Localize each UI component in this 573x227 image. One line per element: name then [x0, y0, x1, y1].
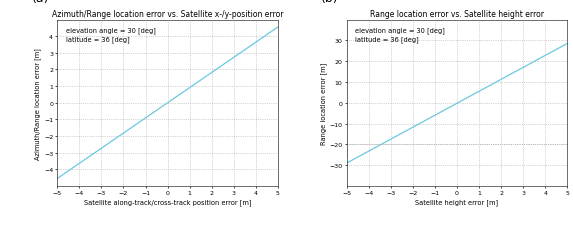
Title: Range location error vs. Satellite height error: Range location error vs. Satellite heigh… — [370, 10, 544, 19]
Text: (b): (b) — [321, 0, 339, 5]
Text: (a): (a) — [32, 0, 49, 5]
X-axis label: Satellite height error [m]: Satellite height error [m] — [415, 198, 499, 205]
Y-axis label: Azimuth/Range location error [m]: Azimuth/Range location error [m] — [34, 48, 41, 159]
Text: elevation angle = 30 [deg]
latitude = 36 [deg]: elevation angle = 30 [deg] latitude = 36… — [66, 27, 156, 42]
Title: Azimuth/Range location error vs. Satellite x-/y-position error: Azimuth/Range location error vs. Satelli… — [52, 10, 284, 19]
X-axis label: Satellite along-track/cross-track position error [m]: Satellite along-track/cross-track positi… — [84, 198, 252, 205]
Y-axis label: Range location error [m]: Range location error [m] — [320, 62, 327, 144]
Text: elevation angle = 30 [deg]
latitude = 36 [deg]: elevation angle = 30 [deg] latitude = 36… — [355, 27, 445, 42]
